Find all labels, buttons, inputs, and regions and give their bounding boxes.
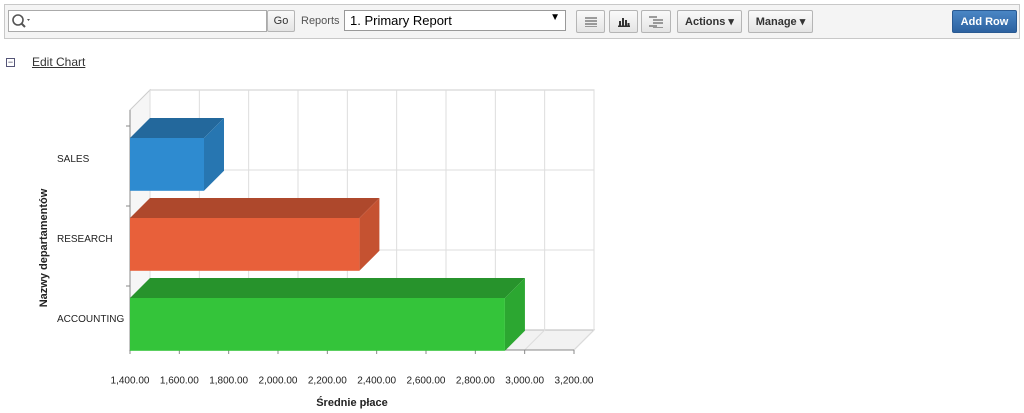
x-tick-label: 2,600.00 <box>407 376 446 387</box>
x-tick-label: 1,400.00 <box>111 376 150 387</box>
report-select[interactable]: 1. Primary Report ▼ <box>344 10 566 31</box>
bar-side <box>504 278 525 351</box>
y-tick-label: RESEARCH <box>57 234 113 245</box>
actions-text: Actions <box>685 15 726 28</box>
view-chart-button[interactable] <box>609 10 638 33</box>
bar-side <box>359 198 380 271</box>
x-tick-label: 2,000.00 <box>259 376 298 387</box>
reports-label: Reports <box>301 15 340 27</box>
collapse-icon[interactable]: − <box>6 57 15 67</box>
bar <box>130 138 204 191</box>
bar-top <box>130 278 525 298</box>
actions-button[interactable]: Actions ▾ <box>677 10 742 33</box>
toolbar: Go Reports 1. Primary Report ▼ Actions ▾ … <box>4 4 1020 39</box>
x-tick-label: 3,200.00 <box>555 376 594 387</box>
search-icon <box>12 14 30 28</box>
bar <box>130 218 360 271</box>
bar-top <box>130 118 224 138</box>
edit-chart-link[interactable]: Edit Chart <box>32 55 86 69</box>
bar-top <box>130 198 380 218</box>
x-tick-label: 1,600.00 <box>160 376 199 387</box>
search-input[interactable] <box>8 10 267 32</box>
x-tick-label: 3,000.00 <box>505 376 544 387</box>
x-tick-label: 2,200.00 <box>308 376 347 387</box>
report-select-text: 1. Primary Report <box>350 13 452 28</box>
y-tick-label: SALES <box>57 154 90 165</box>
view-group-button[interactable] <box>641 10 671 33</box>
x-tick-label: 2,800.00 <box>456 376 495 387</box>
bar-side <box>204 118 224 191</box>
y-axis-title: Nazwy departamentów <box>38 188 50 307</box>
x-tick-label: 1,800.00 <box>209 376 248 387</box>
x-tick-label: 2,400.00 <box>357 376 396 387</box>
grid-line <box>573 90 595 351</box>
go-button[interactable]: Go <box>267 10 295 32</box>
y-tick-label: ACCOUNTING <box>57 314 124 325</box>
x-axis-title: Średnie płace <box>316 396 388 409</box>
add-row-button[interactable]: Add Row <box>952 10 1017 33</box>
grid-line <box>524 90 546 351</box>
bar <box>130 298 505 351</box>
manage-button[interactable]: Manage ▾ <box>748 10 813 33</box>
view-report-button[interactable] <box>576 10 605 33</box>
manage-text: Manage <box>755 15 797 28</box>
